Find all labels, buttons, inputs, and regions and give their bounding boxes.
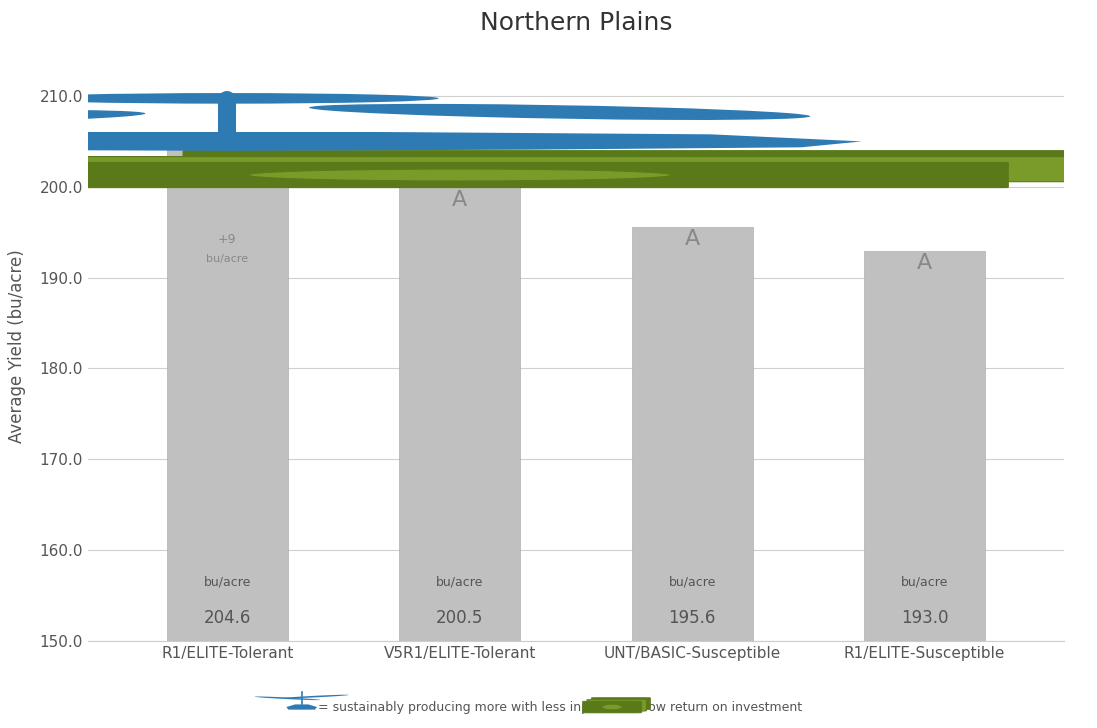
- Text: A: A: [917, 253, 932, 273]
- Text: bu/acre: bu/acre: [668, 575, 716, 588]
- Text: A: A: [452, 190, 467, 210]
- Ellipse shape: [309, 104, 811, 120]
- Text: bu/acre: bu/acre: [204, 575, 251, 588]
- Text: = sustainably producing more with less inputs: = sustainably producing more with less i…: [318, 700, 609, 713]
- Title: Northern Plains: Northern Plains: [479, 11, 672, 35]
- Ellipse shape: [629, 706, 635, 708]
- FancyBboxPatch shape: [591, 697, 651, 709]
- Y-axis label: Average Yield (bu/acre): Average Yield (bu/acre): [8, 249, 25, 443]
- Text: +9: +9: [218, 233, 237, 246]
- Polygon shape: [0, 132, 862, 151]
- Polygon shape: [286, 705, 317, 710]
- Text: = low return on investment: = low return on investment: [630, 700, 802, 713]
- Ellipse shape: [248, 169, 671, 181]
- Text: bu/acre: bu/acre: [901, 575, 948, 588]
- Text: 193.0: 193.0: [901, 609, 949, 627]
- Text: 195.6: 195.6: [668, 609, 716, 627]
- FancyBboxPatch shape: [583, 701, 642, 713]
- FancyBboxPatch shape: [47, 157, 1097, 182]
- FancyBboxPatch shape: [183, 151, 1097, 175]
- Text: A: A: [219, 154, 235, 173]
- Ellipse shape: [589, 706, 596, 708]
- FancyBboxPatch shape: [0, 162, 1008, 188]
- Ellipse shape: [0, 110, 146, 126]
- Text: 200.5: 200.5: [436, 609, 484, 627]
- Ellipse shape: [830, 173, 936, 177]
- Ellipse shape: [283, 695, 349, 698]
- Ellipse shape: [255, 697, 320, 700]
- Text: bu/acre: bu/acre: [436, 575, 484, 588]
- Text: 204.6: 204.6: [204, 609, 251, 627]
- Ellipse shape: [602, 705, 622, 710]
- Bar: [167, 146, 287, 641]
- Bar: [399, 183, 520, 641]
- Bar: [632, 227, 753, 641]
- FancyBboxPatch shape: [587, 700, 646, 711]
- Bar: [864, 250, 985, 641]
- Text: bu/acre: bu/acre: [206, 254, 248, 264]
- Ellipse shape: [0, 173, 90, 177]
- Text: A: A: [685, 229, 700, 249]
- Ellipse shape: [15, 93, 439, 103]
